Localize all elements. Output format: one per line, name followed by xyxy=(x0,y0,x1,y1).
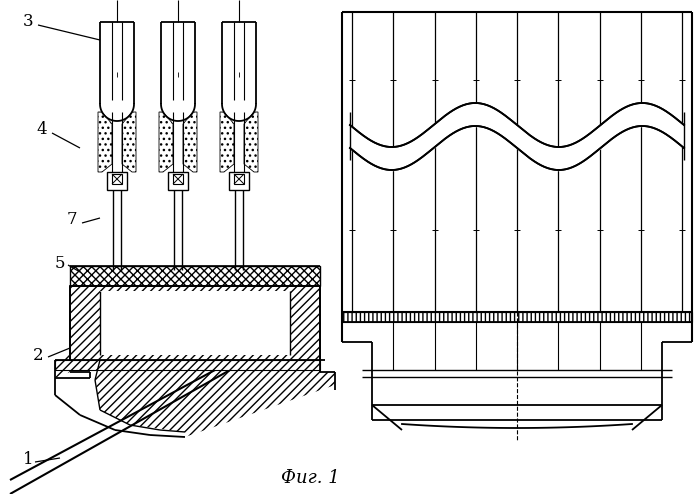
Bar xyxy=(112,174,122,184)
Bar xyxy=(100,291,290,355)
Text: Фиг. 1: Фиг. 1 xyxy=(281,469,339,487)
Bar xyxy=(107,172,127,190)
Polygon shape xyxy=(159,112,173,172)
Text: 4: 4 xyxy=(36,122,48,138)
Bar xyxy=(342,312,692,322)
Bar xyxy=(229,172,249,190)
Polygon shape xyxy=(55,360,320,370)
Text: 3: 3 xyxy=(22,13,34,31)
Polygon shape xyxy=(98,112,112,172)
Polygon shape xyxy=(55,291,335,437)
Text: 7: 7 xyxy=(66,211,77,229)
Polygon shape xyxy=(220,112,234,172)
Bar xyxy=(168,172,188,190)
Text: 2: 2 xyxy=(33,346,43,364)
Text: 1: 1 xyxy=(22,452,34,468)
Bar xyxy=(234,174,244,184)
Polygon shape xyxy=(183,112,197,172)
Polygon shape xyxy=(244,112,258,172)
Bar xyxy=(70,266,320,286)
Bar xyxy=(173,174,183,184)
Text: 5: 5 xyxy=(55,254,65,272)
Polygon shape xyxy=(122,112,136,172)
Bar xyxy=(70,286,320,360)
